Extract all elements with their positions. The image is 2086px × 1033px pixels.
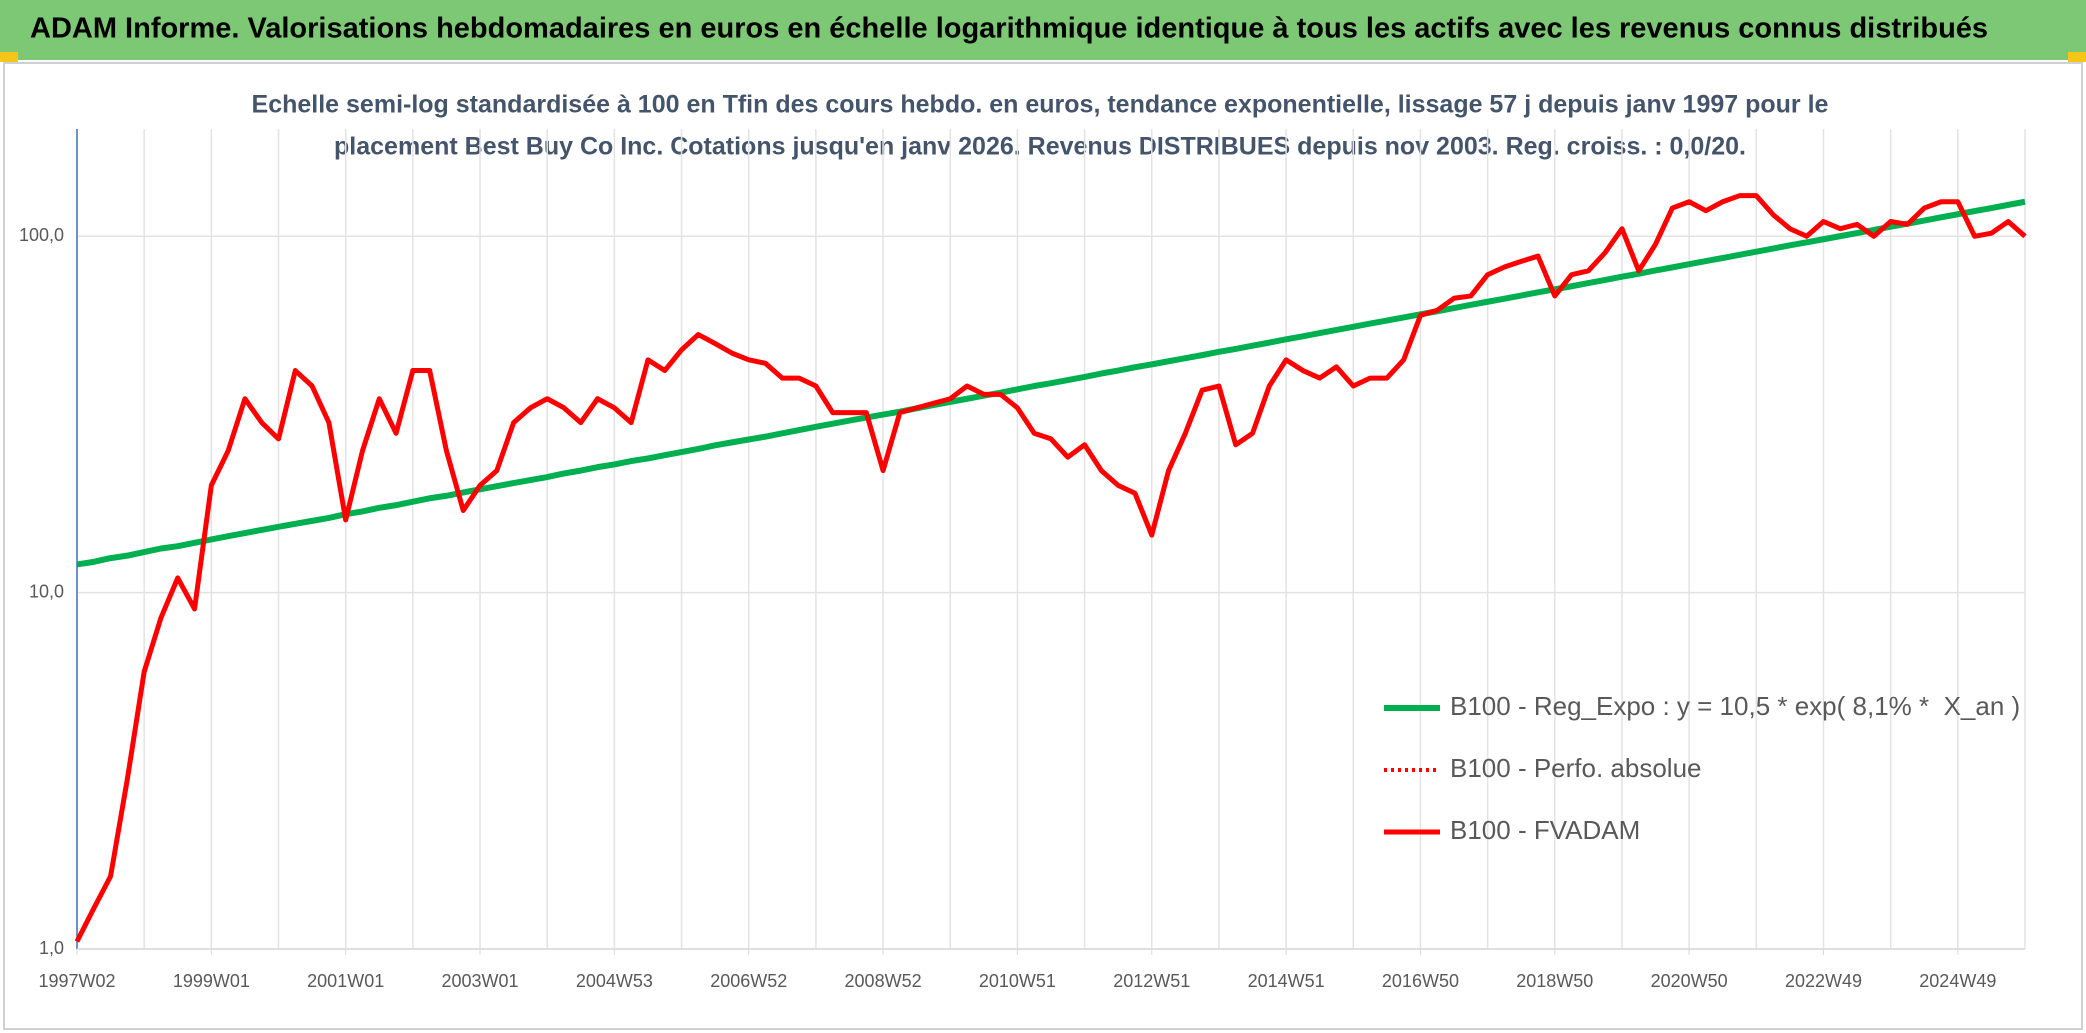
- y-tick-label: 100,0: [19, 225, 64, 245]
- series-line: [76, 198, 2026, 568]
- x-tick-label: 1997W02: [38, 971, 115, 991]
- x-tick-label: 2016W50: [1382, 971, 1459, 991]
- y-tick-label: 10,0: [29, 581, 64, 601]
- legend-label: B100 - Reg_Expo : y = 10,5 * exp( 8,1% *…: [1450, 691, 2020, 721]
- header-bar: [0, 0, 2086, 60]
- legend-label: B100 - FVADAM: [1450, 815, 1640, 845]
- x-tick-label: 2003W01: [442, 971, 519, 991]
- x-tick-label: 2008W52: [845, 971, 922, 991]
- x-tick-label: 2014W51: [1248, 971, 1325, 991]
- x-tick-label: 2006W52: [710, 971, 787, 991]
- y-tick-label: 1,0: [39, 938, 64, 958]
- corner: [0, 52, 18, 62]
- x-tick-label: 2024W49: [1919, 971, 1996, 991]
- subtitle: placement Best Buy Co Inc. Cotations jus…: [334, 133, 1746, 161]
- frame: [3, 62, 2083, 1030]
- x-tick-label: 2012W51: [1113, 971, 1190, 991]
- chart-title: ADAM Informe. Valorisations hebdomadaire…: [30, 13, 1988, 45]
- x-tick-label: 2018W50: [1516, 971, 1593, 991]
- subtitle: Echelle semi-log standardisée à 100 en T…: [252, 91, 1829, 119]
- x-tick-label: 2001W01: [307, 971, 384, 991]
- legend-label: B100 - Perfo. absolue: [1450, 753, 1702, 783]
- x-tick-label: 2010W51: [979, 971, 1056, 991]
- x-tick-label: 2022W49: [1785, 971, 1862, 991]
- x-tick-label: 2020W50: [1651, 971, 1728, 991]
- corner: [2068, 52, 2086, 62]
- x-tick-label: 2004W53: [576, 971, 653, 991]
- x-tick-label: 1999W01: [173, 971, 250, 991]
- series-line: [74, 193, 2027, 943]
